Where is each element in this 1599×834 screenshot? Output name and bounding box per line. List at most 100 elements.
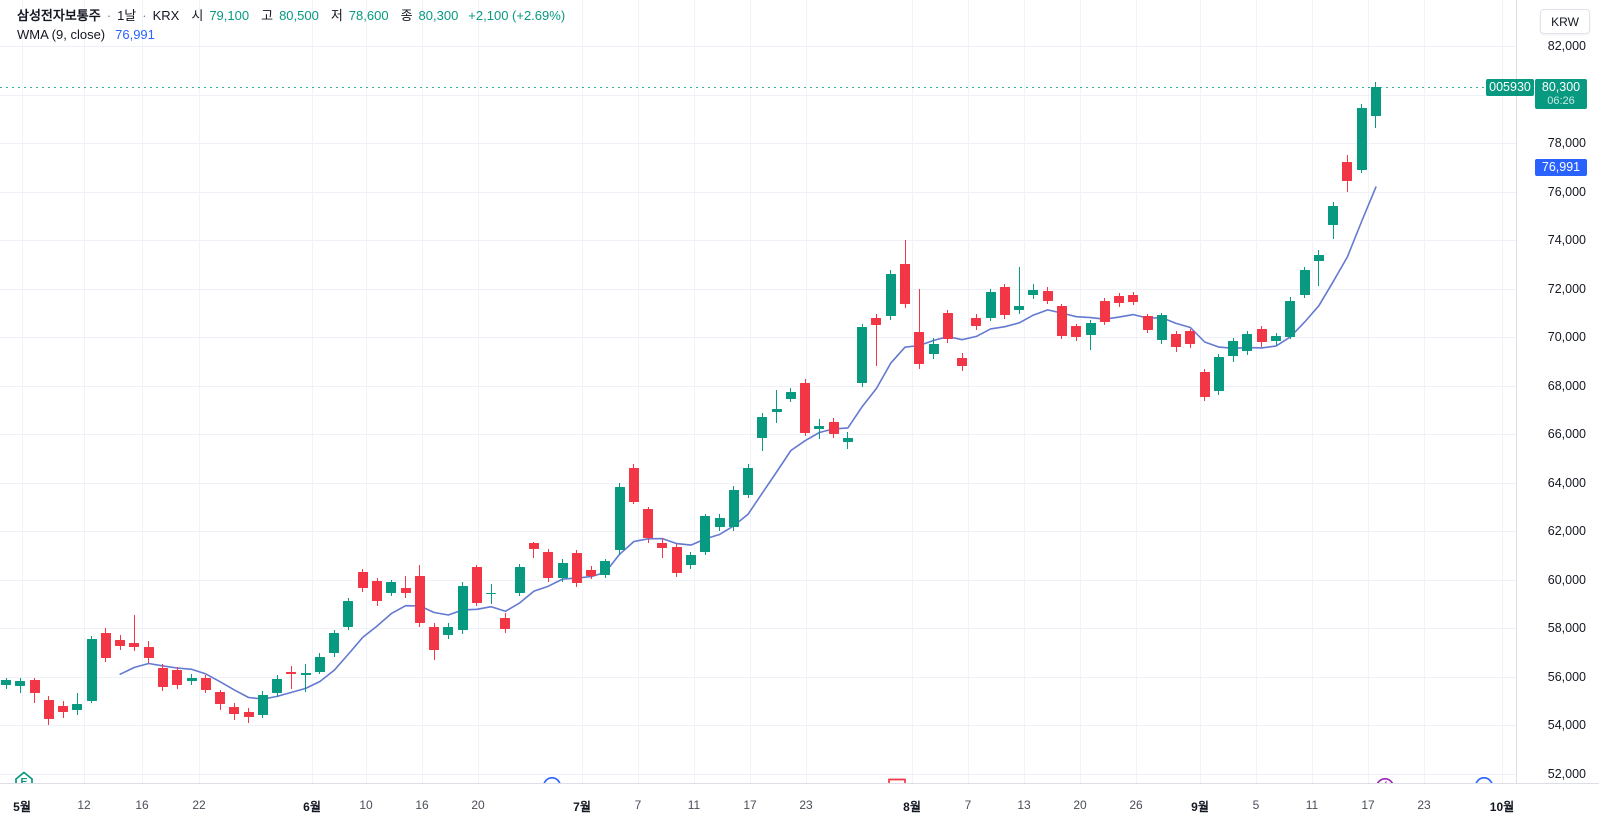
grid-line-h: [0, 288, 1516, 290]
candle-body: [1299, 270, 1310, 295]
currency-toggle-button[interactable]: KRW: [1540, 9, 1590, 34]
candle-body: [1271, 336, 1282, 342]
time-label: 17: [743, 798, 757, 812]
grid-line-v: [968, 0, 969, 783]
candle-body: [129, 642, 140, 648]
candle-body: [1014, 306, 1025, 311]
candle-body: [1370, 87, 1381, 117]
close-label: 종: [400, 8, 413, 23]
grid-line-v: [22, 0, 23, 783]
low-value: 78,600: [348, 8, 389, 23]
indicator-name: WMA (9, close): [17, 27, 106, 42]
time-label: 5: [1252, 798, 1260, 812]
candle-body: [1228, 341, 1239, 357]
candle-body: [728, 489, 739, 528]
candle-wick: [1018, 266, 1020, 314]
candle-wick: [1318, 249, 1320, 287]
candle-body: [500, 618, 511, 630]
price-tick-label: 60,000: [1547, 572, 1586, 587]
candle-body: [942, 312, 953, 340]
time-label: 20: [1073, 798, 1087, 812]
candle-body: [1313, 254, 1324, 261]
candle-body: [900, 264, 910, 305]
legend-indicator-row[interactable]: WMA (9, close) 76,991: [17, 26, 565, 44]
grid-line-v: [366, 0, 367, 783]
time-label: 7: [964, 798, 972, 812]
candle-body: [999, 287, 1010, 316]
dividend-marker-2[interactable]: D: [1474, 776, 1494, 783]
svg-text:E: E: [20, 776, 27, 783]
candle-body: [172, 670, 183, 685]
candle-wick: [490, 584, 492, 604]
candle-body: [571, 552, 582, 584]
low-label: 저: [330, 8, 343, 23]
event-marker-bolt[interactable]: [1375, 777, 1395, 783]
candle-body: [1099, 301, 1110, 323]
candle-body: [1213, 357, 1224, 392]
time-label: 11: [687, 798, 701, 812]
legend-separator2: ·: [142, 8, 147, 23]
candle-body: [1085, 323, 1096, 336]
candle-body: [457, 585, 468, 631]
time-label: 26: [1129, 798, 1143, 812]
grid-line-h: [0, 579, 1516, 581]
candle-body: [757, 417, 768, 438]
candle-body: [1156, 315, 1167, 341]
price-axis[interactable]: KRW 82,00080,00078,00076,00074,00072,000…: [1516, 0, 1599, 783]
candle-body: [86, 638, 97, 701]
candle-body: [685, 555, 696, 565]
candle-wick: [776, 390, 778, 424]
time-label: 11: [1305, 798, 1319, 812]
grid-line-h: [0, 143, 1516, 144]
candle-body: [329, 632, 340, 654]
grid-line-h: [0, 240, 1516, 241]
time-label: 9월: [1191, 800, 1209, 814]
candle-body: [229, 706, 240, 715]
candle-wick: [875, 313, 877, 367]
exchange-label: KRX: [152, 8, 180, 23]
time-label: 20: [471, 798, 485, 812]
price-tick-label: 56,000: [1547, 669, 1586, 684]
candle-body: [286, 671, 297, 675]
candle-wick: [918, 288, 920, 369]
candle-body: [600, 561, 611, 575]
symbol-price-label-badge: 005930: [1486, 78, 1534, 96]
last-price-badge: 80,300 06:26: [1535, 79, 1587, 110]
candle-body: [43, 699, 54, 719]
time-axis[interactable]: 5월 12 16 22 6월 10 16 20 7월 7 11 17 23 8월 7 13 20 26 9월 5 11 1…: [0, 783, 1599, 834]
earnings-marker-next[interactable]: E: [887, 778, 907, 783]
high-value: 80,500: [279, 8, 319, 23]
grid-line-v: [478, 0, 479, 783]
candle-body: [414, 575, 425, 624]
candle-body: [215, 692, 226, 705]
candle-body: [828, 421, 839, 434]
chart-plot-area[interactable]: EDED: [0, 0, 1516, 783]
price-tick-label: 52,000: [1547, 766, 1586, 781]
candle-body: [1356, 107, 1367, 170]
price-tick-label: 54,000: [1547, 718, 1586, 732]
legend-symbol-row[interactable]: 삼성전자보통주 · 1날 · KRX 시 79,100 고 80,500 저 7…: [17, 7, 565, 25]
price-tick-label: 82,000: [1547, 39, 1586, 53]
candle-body: [58, 705, 69, 712]
legend-separator: ·: [106, 8, 112, 23]
grid-line-v: [1136, 0, 1137, 783]
price-tick-label: 58,000: [1547, 621, 1586, 635]
dividend-marker-1[interactable]: D: [542, 776, 562, 783]
grid-line-v: [199, 0, 200, 783]
candle-wick: [133, 614, 135, 652]
grid-line-h: [0, 482, 1516, 484]
candle-body: [785, 391, 796, 399]
candle-body: [914, 332, 925, 364]
close-value: 80,300: [418, 8, 459, 23]
candle-body: [1328, 206, 1339, 226]
wma-line: [119, 186, 1377, 700]
candle-body: [1071, 326, 1082, 337]
time-label: 23: [1417, 798, 1431, 812]
grid-line-v: [422, 0, 423, 783]
candle-body: [143, 647, 154, 659]
candle-body: [486, 592, 497, 595]
candle-body: [200, 677, 211, 690]
candle-body: [1056, 306, 1067, 337]
candle-body: [157, 668, 168, 688]
earnings-marker-past[interactable]: E: [14, 771, 34, 783]
